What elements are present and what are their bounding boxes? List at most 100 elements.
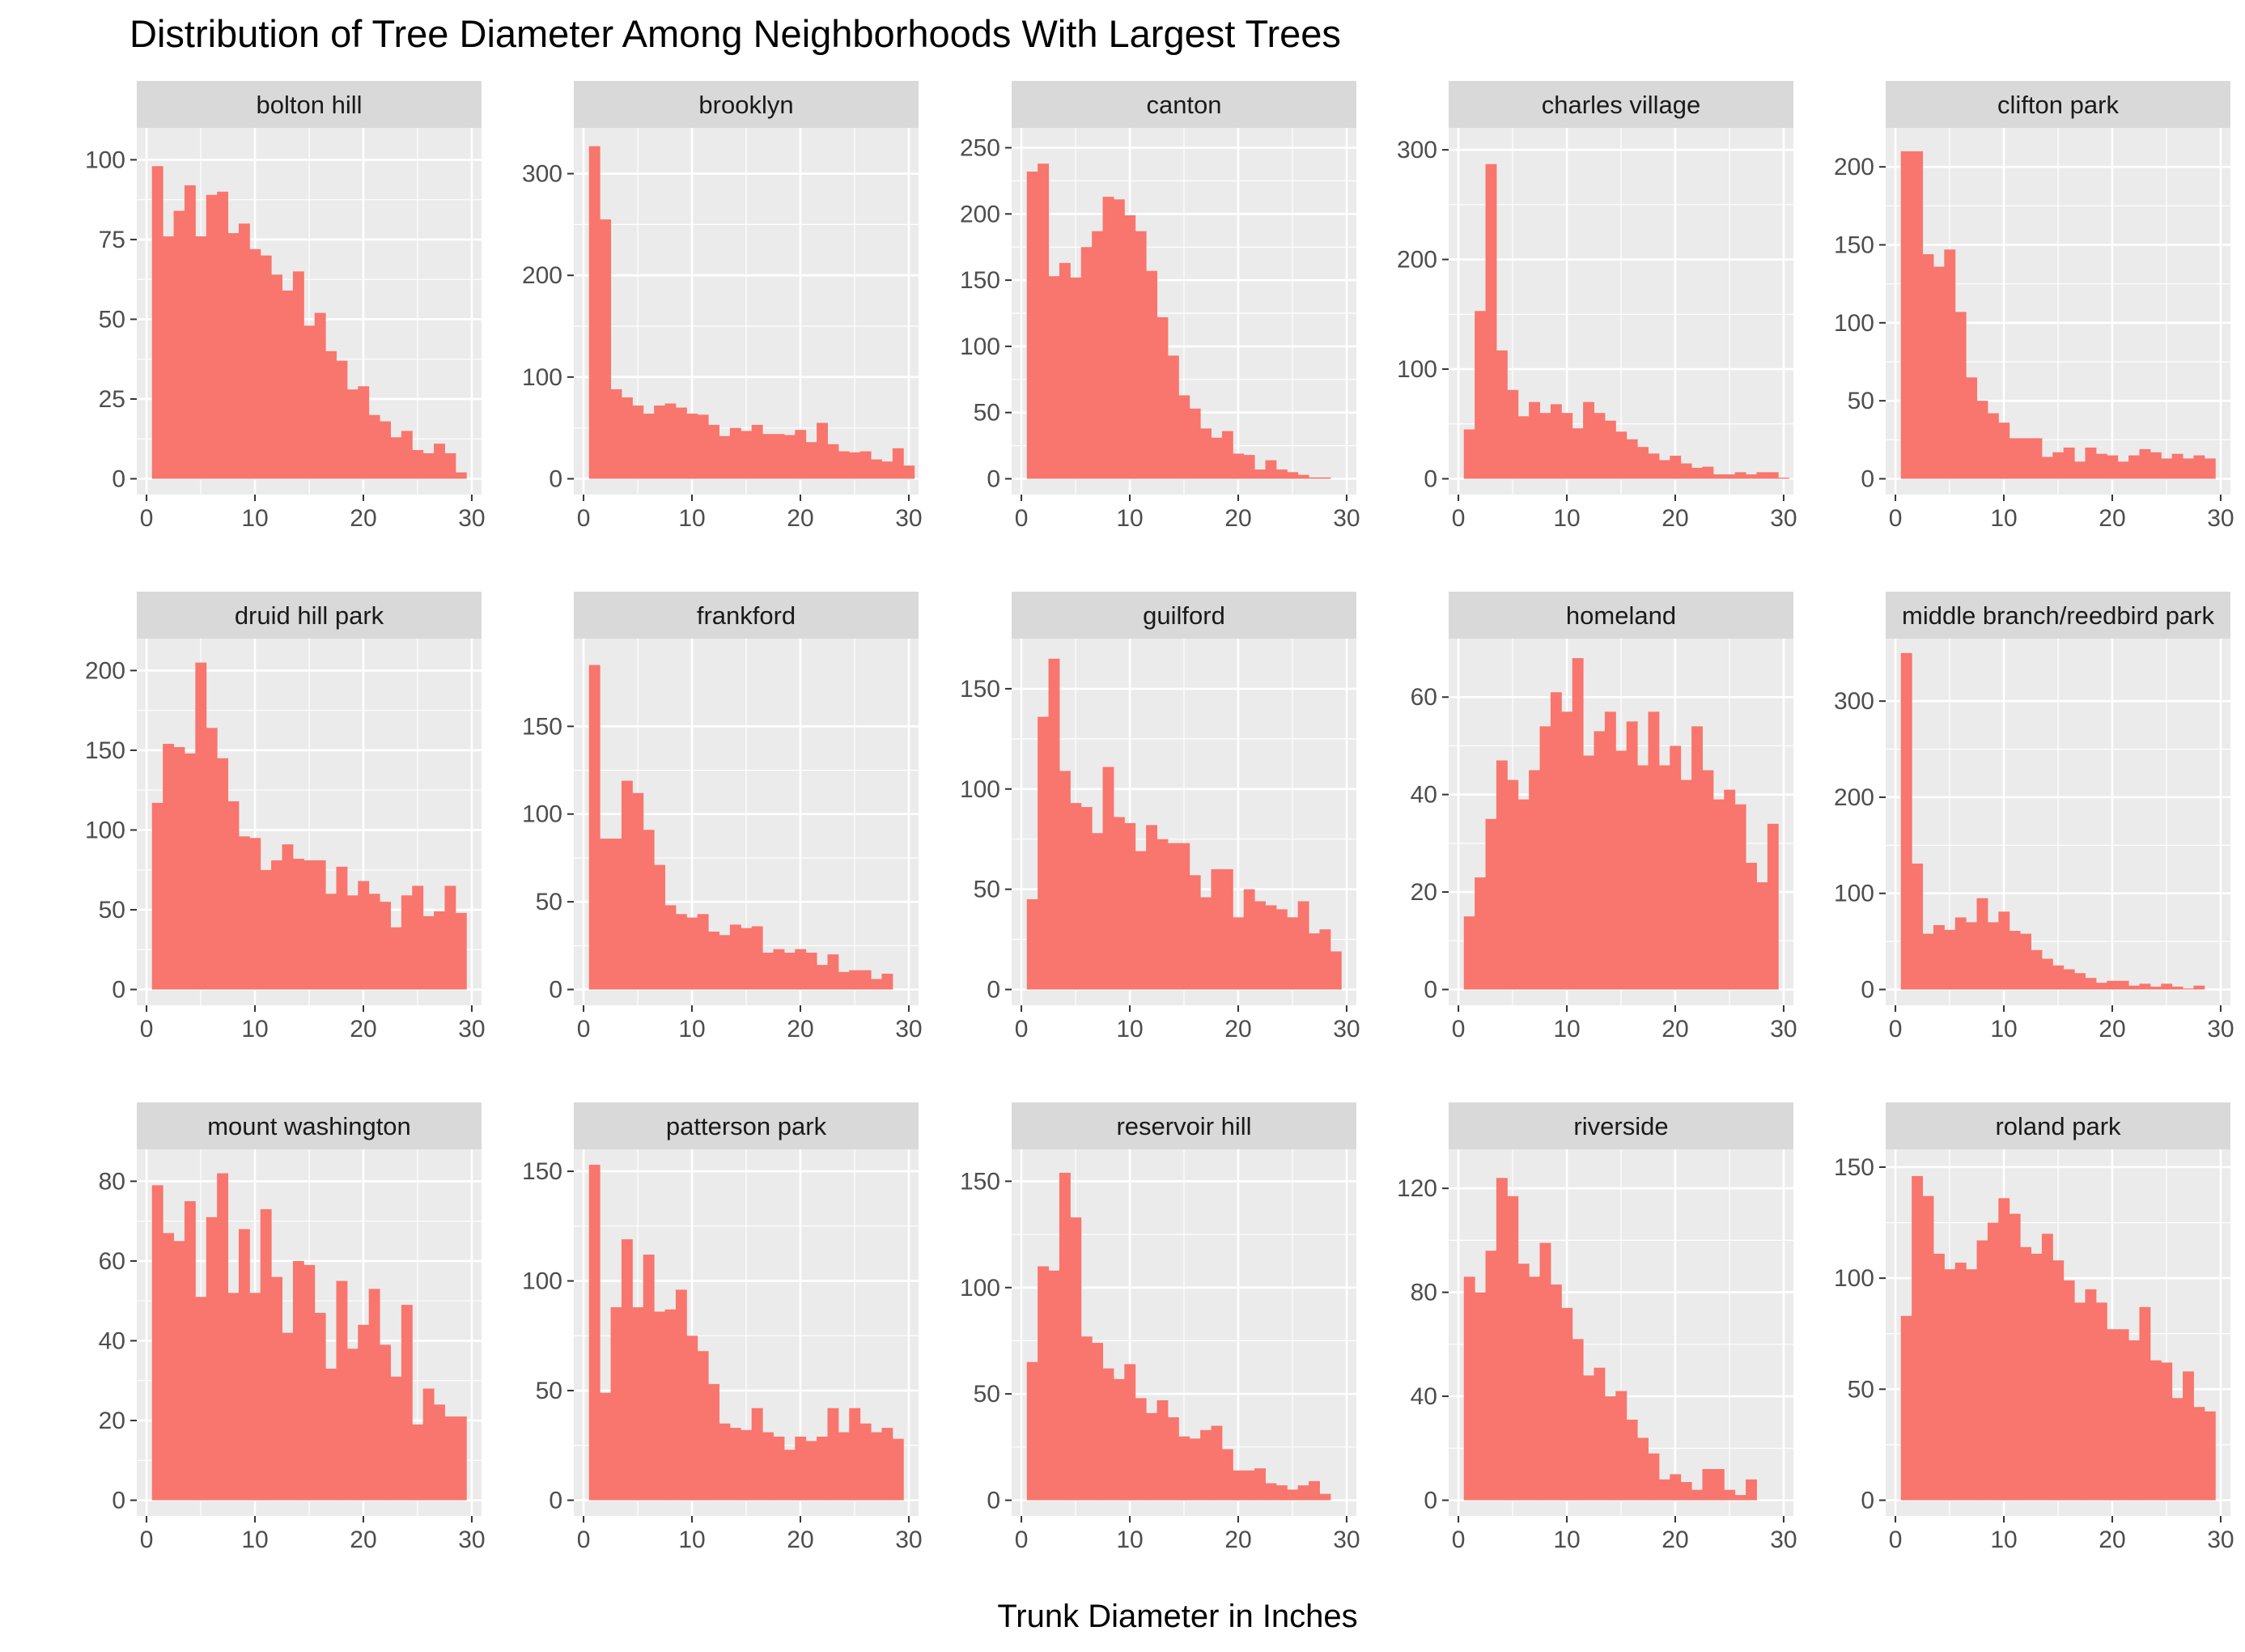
histogram-bar [1648,1453,1660,1501]
y-tick-label: 200 [85,657,125,684]
y-tick-label: 0 [112,976,125,1003]
facet-strip-label: mount washington [207,1112,411,1140]
facet-middle-branch-reedbird-park: middle branch/reedbird park 0 100 200 300 0 10… [1834,592,2234,1043]
y-tick-label: 0 [549,976,562,1003]
histogram-bar [1233,453,1245,479]
histogram-bar [1475,1292,1487,1501]
histogram-bar [2095,453,2107,479]
histogram-bar [1124,214,1136,479]
histogram-bar [1102,1368,1114,1501]
histogram-bar [2139,1306,2151,1501]
histogram-bar [1275,1485,1288,1501]
y-tick-label: 100 [1834,881,1874,907]
histogram-bar [1275,909,1288,990]
y-tick-label: 50 [1848,1376,1874,1403]
histogram-bar [1944,1269,1956,1501]
histogram-bar [1309,1480,1320,1501]
histogram-bar [708,424,720,479]
facet-strip [1449,592,1793,639]
facet-strip [137,592,482,639]
x-tick-label: 20 [350,505,376,532]
histogram-bar [2161,458,2173,479]
histogram-bar [719,1423,731,1501]
histogram-bar [1265,460,1277,479]
histogram-bar [697,1351,709,1501]
histogram-bar [664,905,677,990]
y-tick-label: 80 [99,1168,125,1195]
histogram-bar [1615,1391,1628,1501]
histogram-bar [1135,231,1147,479]
facet-strip [1886,592,2230,639]
y-tick-label: 150 [522,1158,562,1185]
histogram-bar [892,448,904,479]
histogram-bar [1680,1482,1692,1501]
facet-strip-label: guilford [1143,601,1225,630]
histogram-bar [1529,770,1541,990]
histogram-bar [1637,765,1649,990]
x-tick-label: 20 [2099,1016,2125,1043]
x-tick-label: 30 [2207,1527,2234,1553]
histogram-bar [206,1217,218,1501]
y-tick-label: 300 [1397,137,1437,164]
histogram-bar [1691,467,1703,479]
histogram-bar [838,1432,850,1501]
facet-strip [137,81,482,128]
histogram-bar [762,434,774,479]
x-tick-label: 20 [787,1016,813,1043]
histogram-bar [1912,863,1924,990]
histogram-bar [1287,917,1299,990]
y-tick-label: 300 [522,161,562,188]
histogram-bar [1092,833,1104,990]
x-tick-label: 0 [1015,1016,1029,1043]
x-tick-label: 20 [2099,1527,2125,1553]
histogram-bar [773,434,785,479]
facet-strip-label: druid hill park [235,601,384,630]
histogram-bar [238,1229,250,1501]
y-tick-label: 150 [1834,231,1874,258]
histogram-bar [1475,877,1487,990]
y-tick-label: 0 [549,465,562,492]
histogram-bar [1517,799,1530,990]
y-tick-label: 100 [1834,310,1874,337]
histogram-bar [1496,1178,1508,1501]
histogram-bar [1734,1495,1746,1501]
facet-guilford: guilford 0 50 100 150 0 10 20 30 [960,592,1360,1043]
histogram-bar [1254,1468,1266,1501]
y-tick-label: 20 [1411,879,1437,906]
histogram-bar [1954,312,1967,479]
x-tick-label: 30 [1770,505,1797,532]
histogram-bar [762,952,774,990]
histogram-bar [1648,453,1660,479]
histogram-bar [163,236,175,479]
x-tick-label: 0 [1452,1016,1466,1043]
histogram-bar [1539,726,1551,990]
histogram-bar [1658,765,1670,990]
histogram-bar [151,1185,163,1501]
facet-charles-village: charles village 0 100 200 300 0 10 20 30 [1397,81,1797,532]
histogram-bar [1211,437,1223,479]
x-tick-label: 30 [1333,1527,1360,1553]
histogram-bar [2150,986,2162,990]
histogram-bar [1102,767,1114,990]
histogram-bar [1059,262,1071,479]
histogram-bar [325,1368,337,1501]
y-tick-label: 0 [987,976,1000,1003]
histogram-bar [1178,395,1190,479]
histogram-bar [380,1344,391,1501]
histogram-bar [444,885,456,990]
histogram-bar [1933,924,1945,990]
chart-title: Distribution of Tree Diameter Among Neig… [129,12,1341,55]
histogram-bar [1954,917,1967,990]
x-tick-label: 0 [1889,1016,1903,1043]
histogram-bar [2139,983,2151,990]
histogram-bar [1648,711,1660,990]
histogram-bar [849,452,861,479]
facet-druid-hill-park: druid hill park 0 50 100 150 200 0 10 20 30 [85,592,486,1043]
histogram-bar [282,844,294,990]
x-tick-label: 10 [241,1016,268,1043]
histogram-bar [588,146,601,479]
histogram-bar [2074,461,2086,479]
histogram-bar [1080,1336,1093,1501]
y-tick-label: 75 [99,227,125,253]
histogram-bar [719,435,731,479]
